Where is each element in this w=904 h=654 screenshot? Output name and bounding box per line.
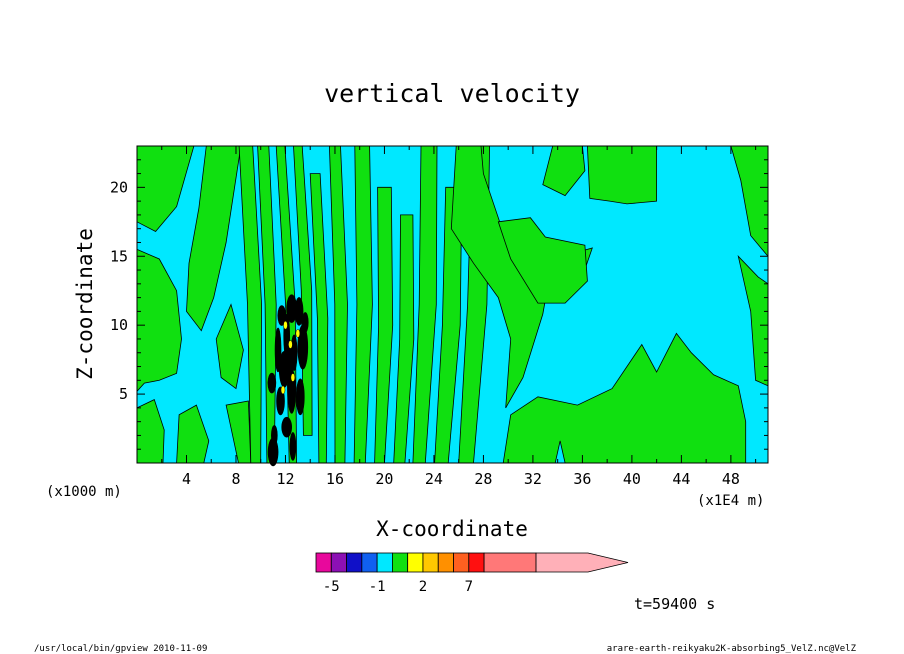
colorbar-label: -1 — [369, 579, 386, 595]
x-tick-label: 36 — [573, 470, 591, 488]
contour-core-cell — [290, 373, 296, 382]
contour-field — [136, 145, 769, 467]
contour-core-cell — [289, 432, 297, 461]
x-tick-label: 48 — [722, 470, 740, 488]
x-tick-label: 32 — [524, 470, 542, 488]
colorbar-swatch — [407, 552, 424, 573]
x-axis: 4 8 12 16 20 24 28 32 36 40 44 48 — [161, 146, 757, 488]
time-label: t=59400 s — [634, 595, 715, 613]
contour-core-cell — [274, 327, 282, 373]
contour-core-cell — [283, 320, 288, 330]
x-tick-label: 24 — [425, 470, 443, 488]
x-tick-label: 20 — [375, 470, 393, 488]
colorbar-label: 7 — [465, 579, 473, 595]
y-axis-label: Z-coordinate — [73, 228, 97, 380]
contour-region — [136, 248, 182, 393]
colorbar-extension — [535, 552, 629, 573]
x-tick-label: 12 — [276, 470, 294, 488]
contour-core-cell — [277, 305, 287, 326]
colorbar-label: 2 — [419, 579, 427, 595]
contour-region — [586, 145, 657, 205]
contour-core-cell — [281, 416, 293, 438]
contour-core-cell — [288, 340, 293, 349]
colorbar-swatch — [453, 552, 470, 573]
footer-left: /usr/local/bin/gpview 2010-11-09 — [34, 644, 207, 654]
colorbar-swatch — [315, 552, 332, 573]
colorbar-swatch — [483, 552, 537, 573]
x-tick-label: 44 — [672, 470, 690, 488]
x-tick-label: 8 — [231, 470, 240, 488]
contour-region — [497, 217, 588, 304]
colorbar-swatch — [468, 552, 485, 573]
x-tick-label: 16 — [326, 470, 344, 488]
x-tick-label: 28 — [474, 470, 492, 488]
colorbar-label: -5 — [323, 579, 340, 595]
colorbar-swatch — [330, 552, 347, 573]
contour-core-cell — [294, 297, 304, 326]
contour-core-cell — [282, 345, 294, 383]
contour-region — [502, 332, 747, 464]
contour-core-cell — [296, 378, 305, 416]
x-tick-label: 40 — [623, 470, 641, 488]
colorbar-swatch — [392, 552, 409, 573]
y-tick-label: 15 — [110, 247, 128, 265]
colorbar-swatch — [437, 552, 454, 573]
chart-title: vertical velocity — [324, 79, 580, 108]
contour-core-cell — [280, 385, 286, 395]
contour-region — [215, 303, 244, 390]
contour-core-cell — [295, 329, 301, 338]
y-tick-label: 5 — [119, 385, 128, 403]
colorbar-swatch — [376, 552, 393, 573]
x-unit-label: (x1E4 m) — [697, 493, 764, 509]
colorbar-swatch — [422, 552, 439, 573]
contour-region — [186, 145, 242, 332]
y-tick-label: 20 — [110, 178, 128, 196]
plot-area — [136, 145, 769, 467]
colorbar-swatch — [361, 552, 378, 573]
colorbar: -5 -1 2 7 — [315, 552, 629, 595]
footer-right: arare-earth-reikyaku2K-absorbing5_VelZ.n… — [607, 644, 857, 654]
colorbar-swatch — [346, 552, 363, 573]
y-unit-label: (x1000 m) — [46, 484, 122, 500]
y-axis: 5 10 15 20 — [110, 159, 768, 450]
y-tick-label: 10 — [110, 316, 128, 334]
x-axis-label: X-coordinate — [376, 517, 528, 541]
contour-core-cell — [267, 437, 279, 467]
x-tick-label: 4 — [182, 470, 191, 488]
contour-core-cell — [267, 372, 277, 394]
contour-core-cell — [301, 312, 309, 333]
plot-frame — [136, 145, 769, 464]
